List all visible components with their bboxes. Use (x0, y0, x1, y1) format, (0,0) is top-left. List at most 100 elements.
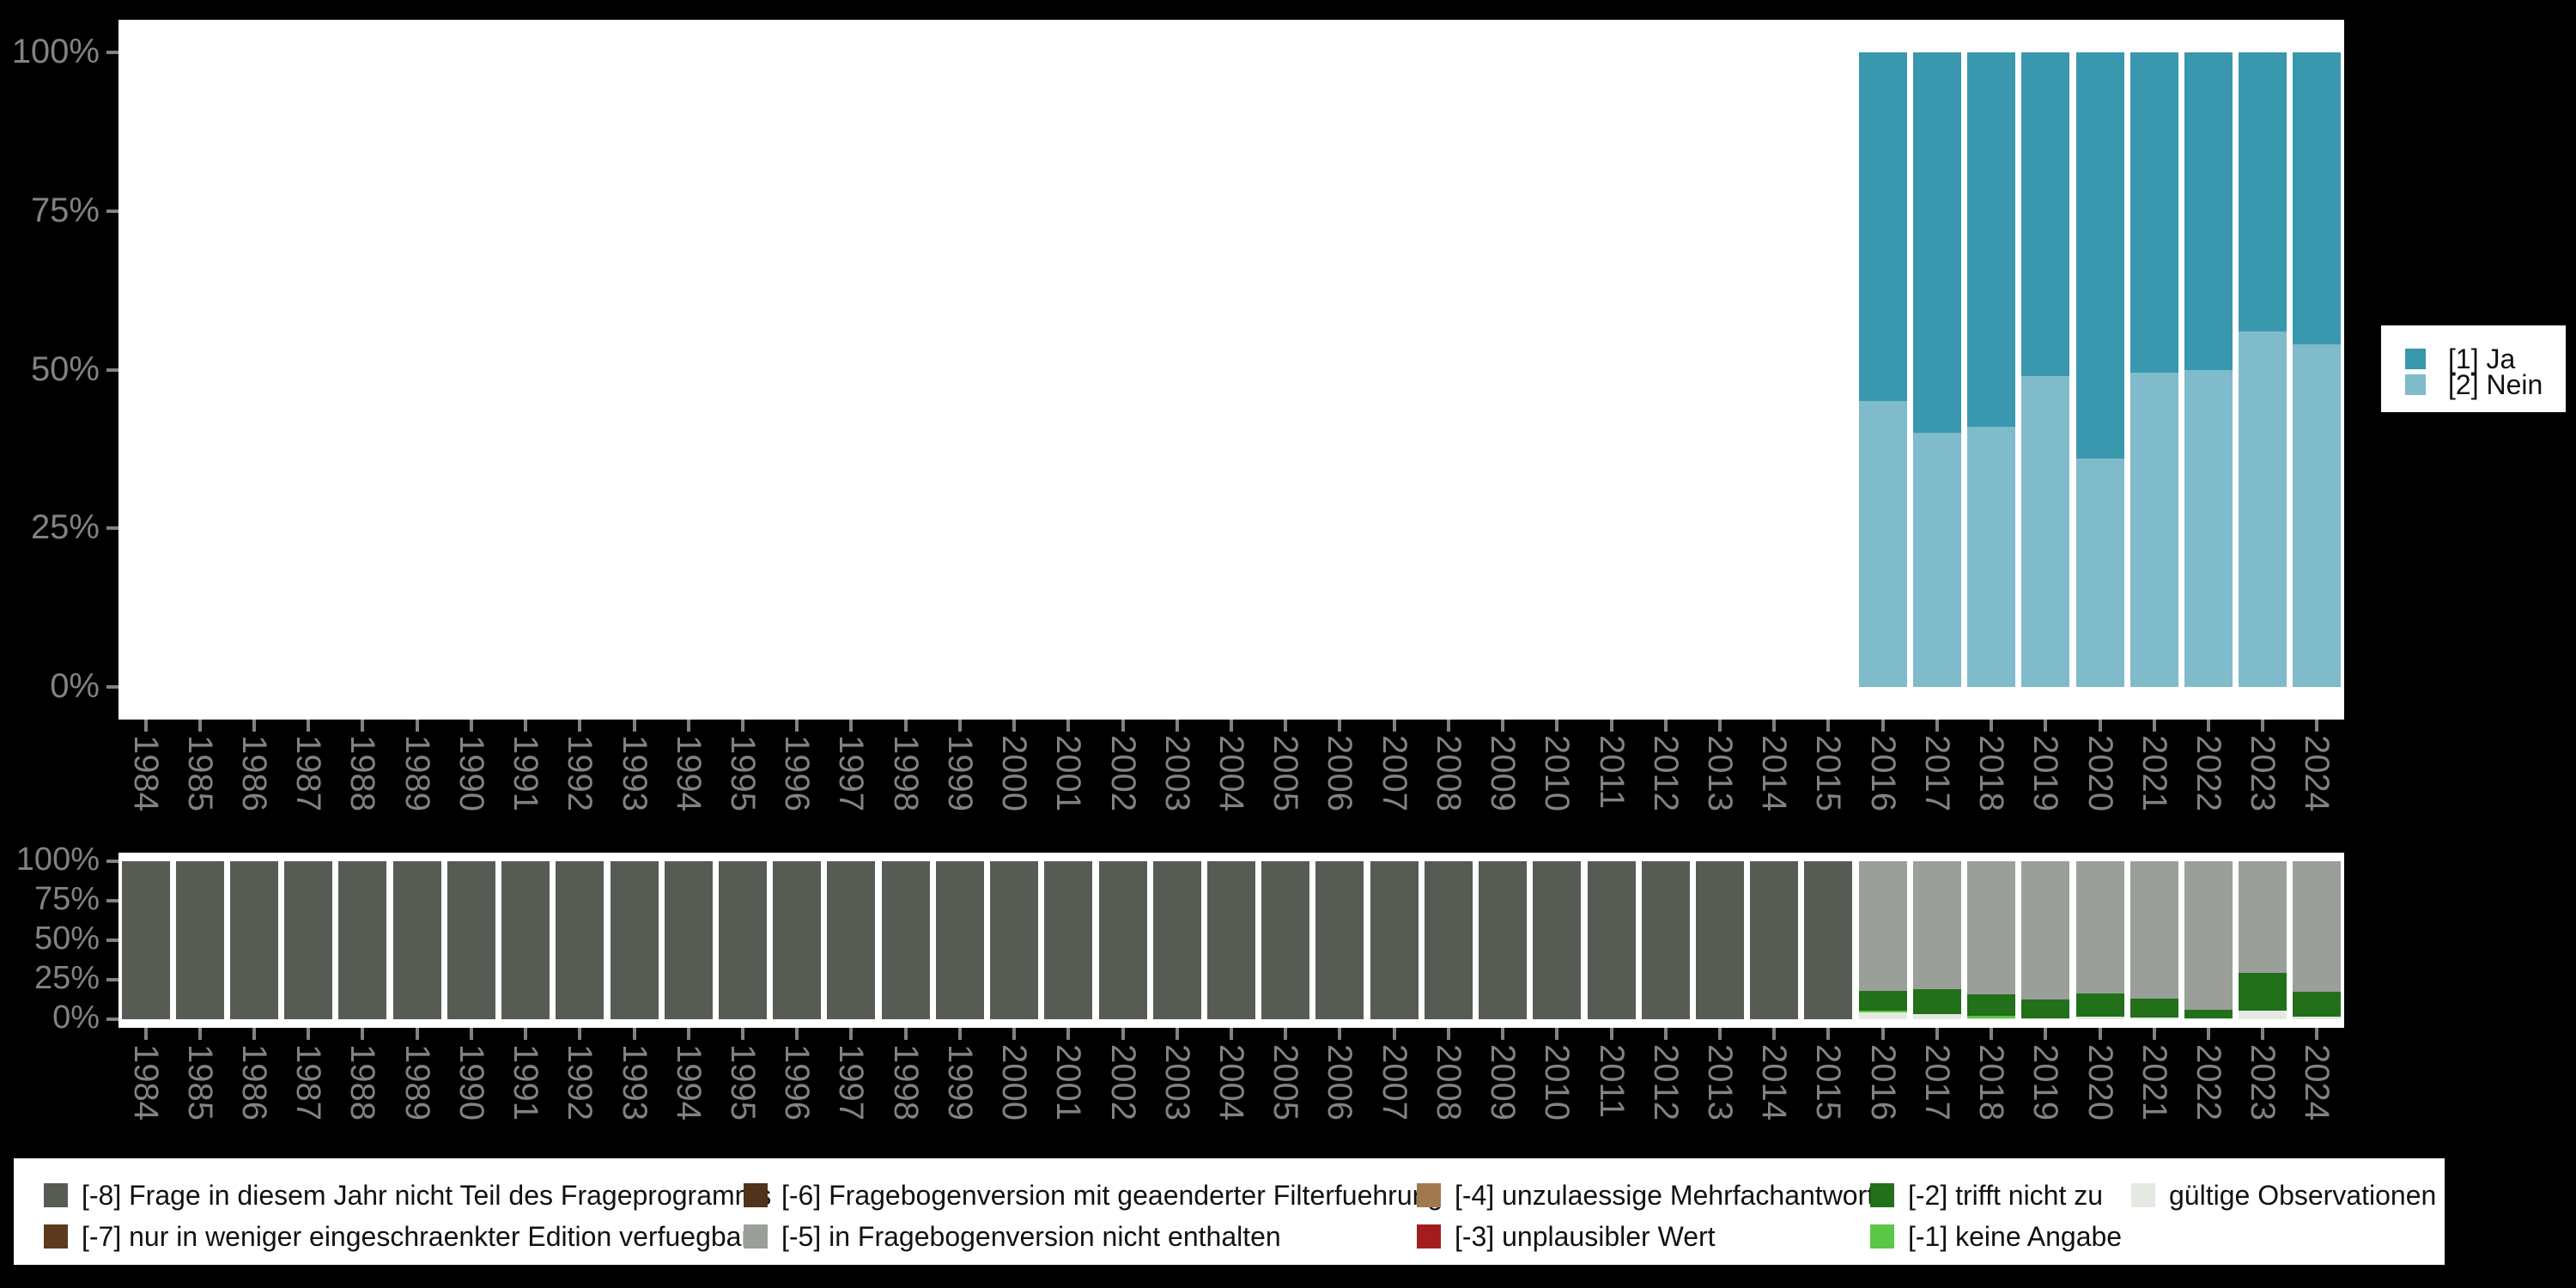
x-axis-tick (1880, 1028, 1885, 1040)
x-axis-year-label: 2015 (1809, 735, 1848, 811)
x-axis-year-label: 2009 (1484, 1044, 1522, 1121)
y-axis-tick-label: 25% (30, 508, 100, 547)
x-axis-tick (1012, 1028, 1017, 1040)
y-axis-tick (106, 526, 118, 531)
bar-segment (1858, 401, 1907, 687)
x-axis-year-label: 2019 (2026, 735, 2065, 811)
x-axis-tick (903, 1028, 908, 1040)
bar-segment (664, 861, 713, 1019)
x-axis-year-label: 2021 (2135, 735, 2173, 811)
x-axis-year-label: 2007 (1375, 1044, 1413, 1121)
ja-swatch (2405, 349, 2426, 369)
x-axis-tick (1175, 720, 1179, 732)
x-axis-tick (1230, 720, 1233, 732)
x-axis-tick (307, 720, 311, 732)
y-axis-tick-label: 0% (50, 667, 100, 706)
legend-label: [2] Nein (2448, 369, 2543, 400)
x-axis-tick (415, 1028, 419, 1040)
x-axis-tick (1501, 720, 1505, 732)
x-axis-year-label: 2006 (1321, 1044, 1359, 1121)
x-axis-tick (1284, 720, 1288, 732)
bar-segment (935, 861, 984, 1019)
x-axis-year-label: 2004 (1212, 735, 1250, 811)
x-axis-year-label: 1992 (561, 735, 599, 811)
x-axis-tick (469, 720, 473, 732)
x-axis-year-label: 2008 (1429, 1044, 1467, 1121)
x-axis-tick (1826, 720, 1831, 732)
x-axis-year-label: 1999 (940, 735, 979, 811)
x-axis-tick (1501, 1028, 1505, 1040)
x-axis-year-label: 1989 (398, 1044, 436, 1121)
x-axis-tick (1990, 720, 1994, 732)
x-axis-tick (1880, 720, 1885, 732)
bar-segment (1261, 861, 1310, 1019)
x-axis-tick (849, 1028, 854, 1040)
x-axis-tick (2098, 1028, 2102, 1040)
legend-label: [-7] nur in weniger eingeschraenkter Edi… (82, 1221, 751, 1252)
x-axis-tick (2206, 720, 2210, 732)
bar-segment (1750, 861, 1799, 1019)
x-axis-year-label: 2005 (1267, 1044, 1305, 1121)
x-axis-tick (1717, 1028, 1722, 1040)
x-axis-tick (307, 1028, 311, 1040)
y-axis-tick-label: 100% (11, 33, 100, 71)
bar-segment (447, 861, 495, 1019)
x-axis-tick (361, 720, 365, 732)
bar-segment (1858, 1010, 1907, 1012)
bar-segment (2021, 999, 2070, 1019)
x-axis-tick (795, 720, 799, 732)
x-axis-year-label: 1993 (615, 735, 653, 811)
x-axis-year-label: 2003 (1157, 1044, 1196, 1121)
response-legend: [1] Ja [2] Nein (2381, 325, 2566, 412)
x-axis-year-label: 2014 (1755, 1044, 1794, 1121)
m8-swatch (44, 1183, 68, 1207)
x-axis-tick (1284, 1028, 1288, 1040)
bar-segment (1912, 1013, 1961, 1019)
bar-segment (1044, 861, 1093, 1019)
x-axis-tick (686, 720, 690, 732)
x-axis-tick (2044, 720, 2048, 732)
x-axis-year-label: 2022 (2189, 735, 2227, 811)
x-axis-year-label: 1984 (126, 735, 165, 811)
x-axis-year-label: 2023 (2244, 1044, 2282, 1121)
x-axis-year-label: 2010 (1538, 735, 1577, 811)
x-axis-tick (1446, 720, 1450, 732)
x-axis-tick (1338, 1028, 1342, 1040)
bar-segment (2021, 375, 2070, 687)
bar-segment (1098, 861, 1147, 1019)
x-axis-tick (1609, 720, 1613, 732)
x-axis-tick (252, 720, 257, 732)
y-axis-tick (106, 860, 118, 863)
x-axis-year-label: 2017 (1917, 735, 1956, 811)
m2-swatch (1870, 1183, 1894, 1207)
m5-swatch (744, 1224, 768, 1249)
x-axis-year-label: 2018 (1972, 1044, 2011, 1121)
bar-segment (2293, 861, 2342, 992)
legend-label: [-2] trifft nicht zu (1908, 1180, 2104, 1211)
x-axis-year-label: 2015 (1809, 1044, 1848, 1121)
nein-swatch (2405, 374, 2426, 395)
bar-segment (2293, 52, 2342, 344)
x-axis-tick (469, 1028, 473, 1040)
bar-segment (2293, 343, 2342, 687)
x-axis-year-label: 1987 (289, 735, 328, 811)
x-axis-tick (1826, 1028, 1831, 1040)
bar-segment (1533, 861, 1582, 1019)
x-axis-tick (1121, 720, 1125, 732)
bar-segment (1370, 861, 1419, 1019)
y-axis-tick-label: 100% (15, 841, 100, 878)
x-axis-tick (524, 720, 528, 732)
x-axis-year-label: 2010 (1538, 1044, 1577, 1121)
x-axis-tick (2315, 1028, 2319, 1040)
x-axis-year-label: 1999 (940, 1044, 979, 1121)
x-axis-year-label: 2019 (2026, 1044, 2065, 1121)
x-axis-tick (2261, 720, 2265, 732)
x-axis-year-label: 2001 (1049, 735, 1088, 811)
x-axis-year-label: 1986 (235, 1044, 274, 1121)
x-axis-year-label: 2008 (1429, 735, 1467, 811)
bar-segment (1858, 861, 1907, 991)
x-axis-tick (741, 720, 745, 732)
x-axis-tick (578, 720, 582, 732)
x-axis-year-label: 1995 (724, 735, 762, 811)
